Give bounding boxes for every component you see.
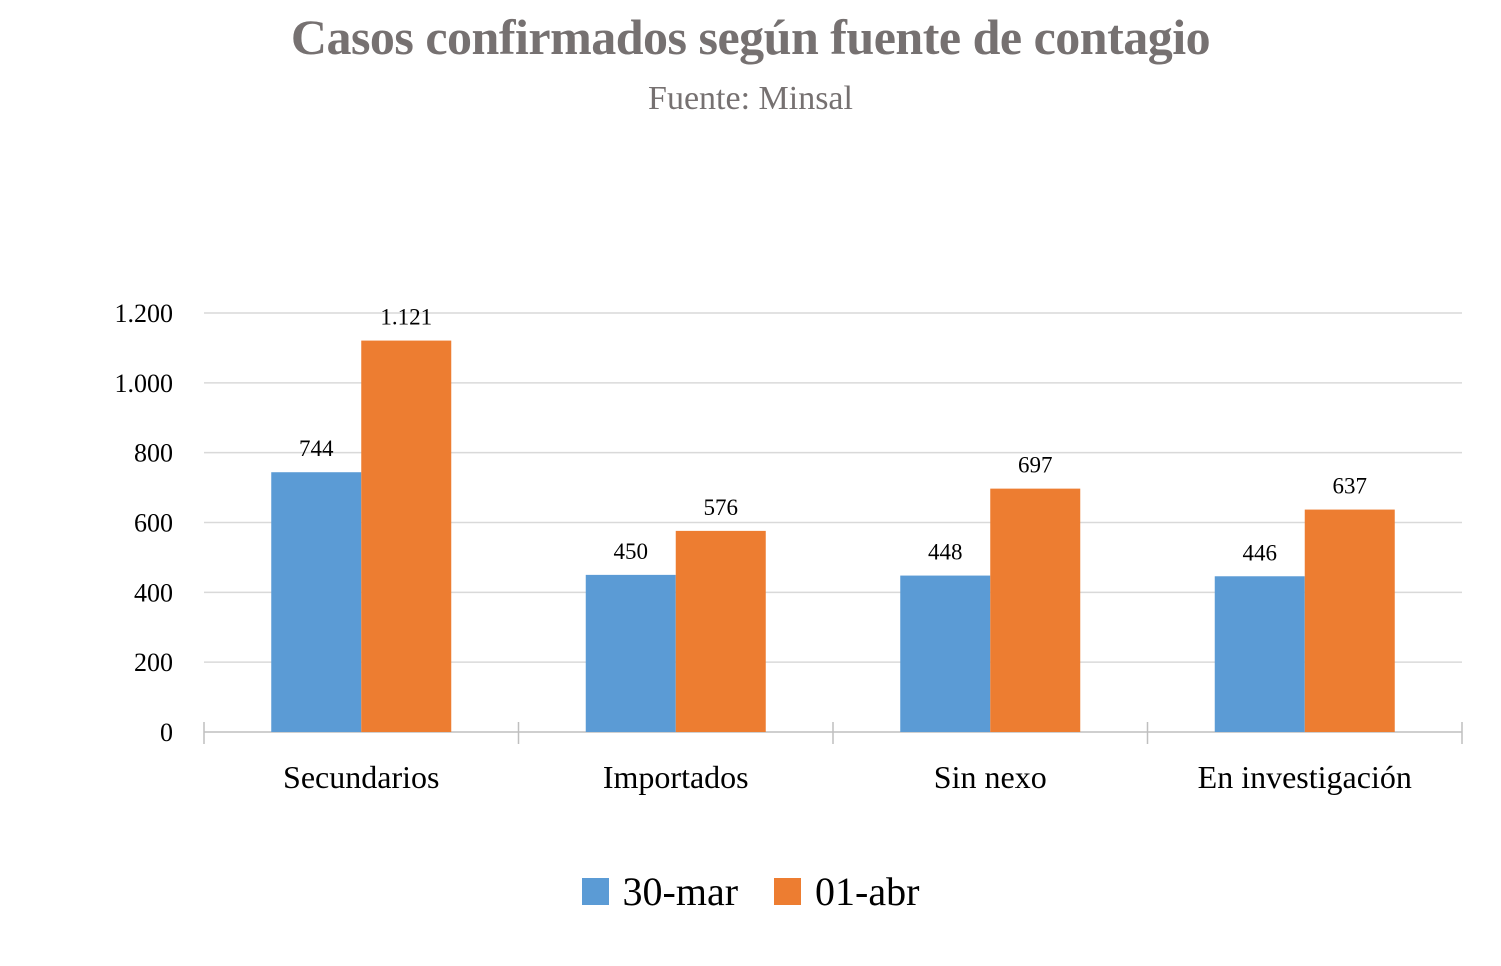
y-tick-label: 800 — [134, 439, 173, 468]
chart-title: Casos confirmados según fuente de contag… — [290, 9, 1211, 65]
y-tick-label: 0 — [160, 718, 173, 747]
y-tick-label: 1.200 — [115, 299, 174, 328]
x-tick-label: Importados — [603, 759, 749, 795]
bar — [361, 340, 452, 732]
bar — [1304, 509, 1395, 732]
bar — [675, 530, 766, 732]
bar — [990, 488, 1081, 732]
y-tick-label: 200 — [134, 648, 173, 677]
chart-subtitle: Fuente: Minsal — [648, 80, 853, 117]
legend-swatch-series-2 — [774, 878, 802, 905]
bar — [1214, 576, 1305, 732]
bar — [900, 575, 991, 732]
chart-legend: 30-mar 01-abr — [0, 868, 1501, 915]
data-label: 697 — [1018, 453, 1053, 478]
legend-swatch-series-1 — [581, 878, 609, 905]
data-label: 637 — [1333, 474, 1368, 499]
y-tick-label: 600 — [134, 509, 173, 538]
data-label: 1.121 — [380, 305, 432, 330]
y-tick-label: 400 — [134, 578, 173, 607]
x-tick-label: Secundarios — [283, 759, 439, 795]
data-label: 446 — [1243, 540, 1278, 565]
legend-label-series-2: 01-abr — [815, 869, 920, 914]
data-label: 744 — [299, 436, 334, 461]
bar — [585, 574, 676, 732]
data-label: 450 — [614, 539, 649, 564]
x-tick-label: Sin nexo — [934, 759, 1047, 795]
data-label: 576 — [704, 495, 739, 520]
legend-item-series-1: 30-mar — [581, 868, 739, 915]
x-tick-label: En investigación — [1198, 759, 1412, 795]
legend-item-series-2: 01-abr — [774, 868, 919, 915]
legend-label-series-1: 30-mar — [622, 869, 739, 914]
bar — [271, 472, 362, 732]
data-label: 448 — [928, 540, 963, 565]
y-tick-label: 1.000 — [115, 369, 174, 398]
